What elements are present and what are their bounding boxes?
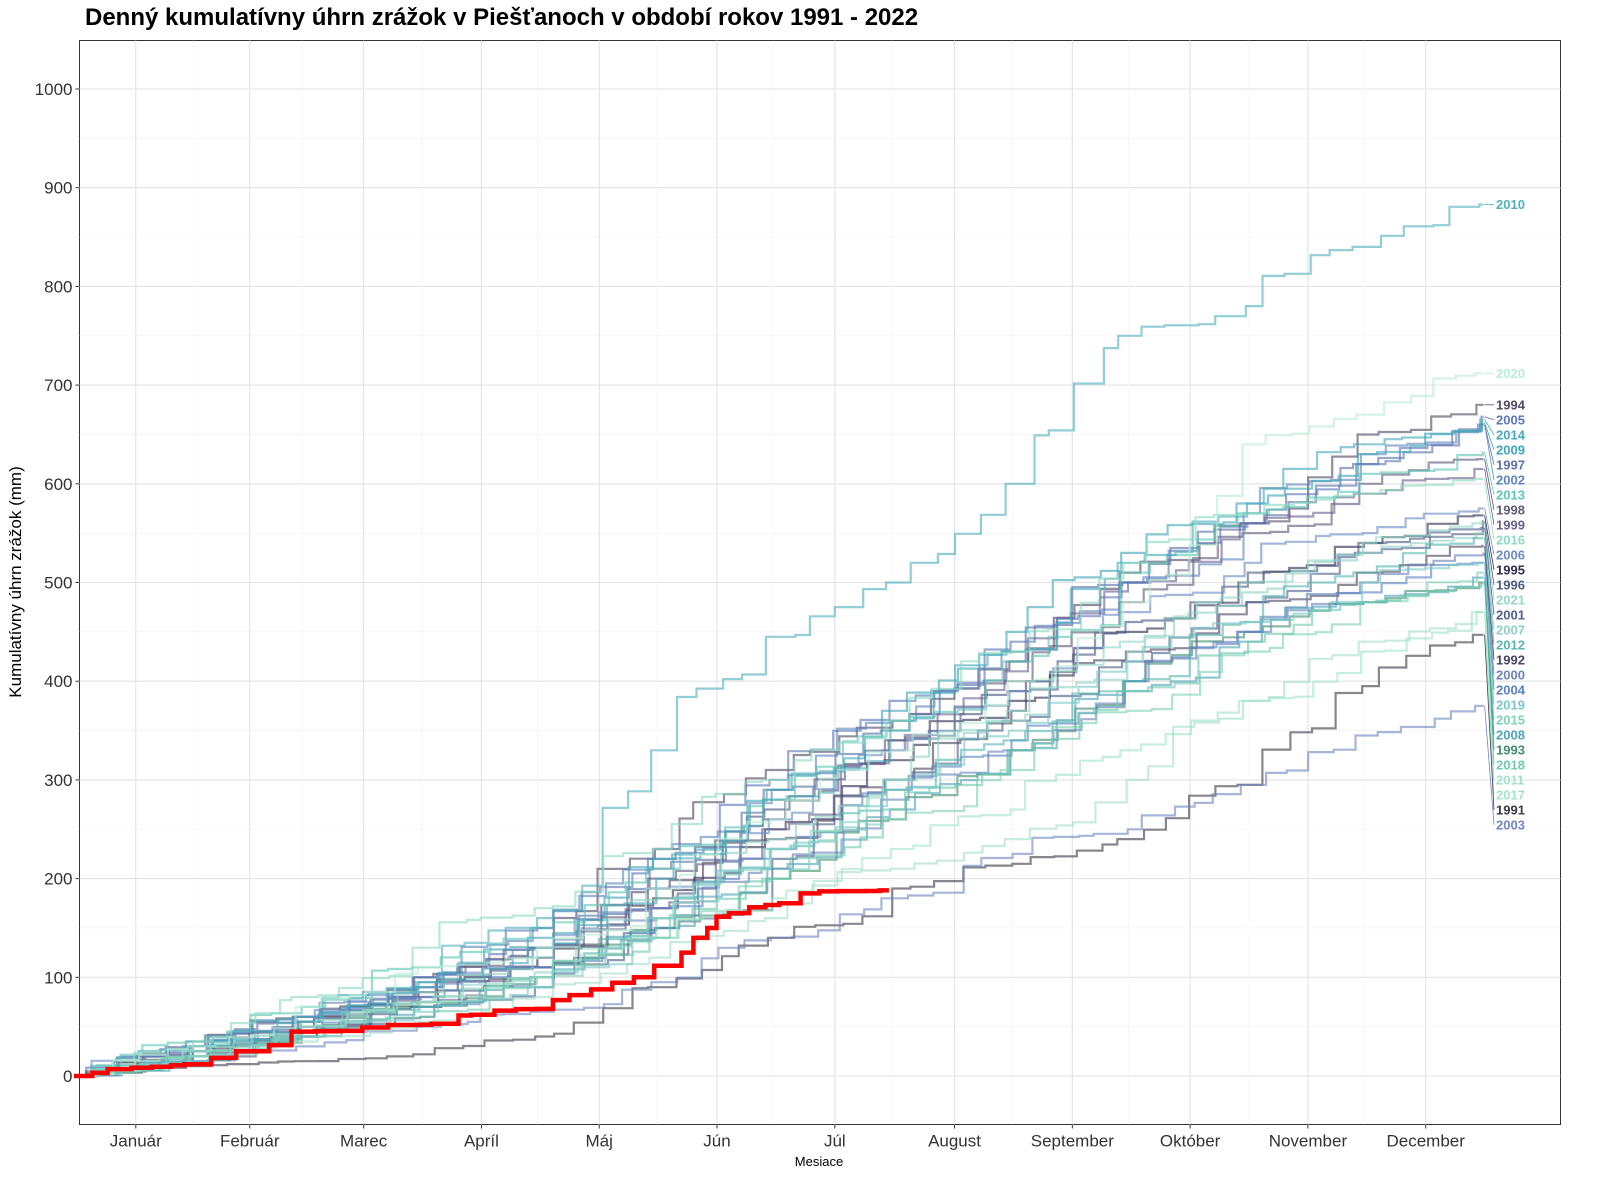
series-line-2016: [74, 477, 1484, 1078]
x-tick-label: September: [1031, 1132, 1114, 1151]
series-label-2013: 2013: [1496, 487, 1525, 502]
y-tick-label: 700: [44, 376, 72, 395]
series-label-2006: 2006: [1496, 547, 1525, 562]
series-label-1991: 1991: [1496, 802, 1525, 817]
series-label-leader: [1484, 508, 1495, 555]
series-label-leader: [1484, 612, 1495, 795]
x-tick-label: Marec: [340, 1132, 388, 1151]
y-tick-label: 500: [44, 574, 72, 593]
series-label-2002: 2002: [1496, 472, 1525, 487]
x-tick-label: Júl: [824, 1132, 846, 1151]
y-tick-label: 400: [44, 672, 72, 691]
series-label-1994: 1994: [1496, 397, 1526, 412]
series-label-leader: [1484, 521, 1495, 585]
x-tick-label: Február: [220, 1132, 280, 1151]
y-tick-label: 800: [44, 277, 72, 296]
y-tick-label: 900: [44, 179, 72, 198]
series-label-leader: [1484, 545, 1495, 660]
y-axis: 0 100 200 300 400 500 600 700 800 900 1000: [35, 80, 80, 1086]
series-label-1992: 1992: [1496, 652, 1525, 667]
series-line-2022: [74, 888, 889, 1079]
series-label-leader: [1484, 468, 1495, 525]
x-tick-label: Október: [1160, 1132, 1221, 1151]
y-tick-label: 0: [63, 1067, 72, 1086]
series-label-2015: 2015: [1496, 712, 1525, 727]
x-tick-label: December: [1386, 1132, 1465, 1151]
series-label-1995: 1995: [1496, 562, 1525, 577]
series-label-2009: 2009: [1496, 442, 1525, 457]
series-label-2007: 2007: [1496, 622, 1525, 637]
series-label-2010: 2010: [1496, 197, 1525, 212]
series-line-2014: [74, 418, 1484, 1078]
series-label-leader: [1484, 584, 1495, 765]
x-tick-label: Máj: [586, 1132, 613, 1151]
x-tick-label: November: [1269, 1132, 1348, 1151]
x-axis-label: Mesiace: [795, 1154, 843, 1169]
series-labels: 2010 2020 19942005201420091997200220131998…: [1484, 197, 1526, 832]
series-label-1993: 1993: [1496, 742, 1525, 757]
series-line-2020: [74, 372, 1484, 1078]
series-label-leader: [1484, 452, 1495, 495]
series-line-2010: [74, 203, 1484, 1078]
series-label-leader: [1484, 562, 1495, 705]
series-label-2003: 2003: [1496, 817, 1525, 832]
x-axis: Január Február Marec Apríl Máj Jún Júl August Se…: [110, 1124, 1465, 1151]
series-label-1997: 1997: [1496, 457, 1525, 472]
series-label-2001: 2001: [1496, 607, 1525, 622]
series-label-leader: [1484, 515, 1495, 570]
y-tick-label: 1000: [35, 80, 73, 99]
series-label-2011: 2011: [1496, 772, 1524, 787]
y-tick-label: 300: [44, 771, 72, 790]
series-line-2017: [74, 611, 1484, 1078]
series-label-leader: [1484, 533, 1495, 630]
series-label-2016: 2016: [1496, 532, 1525, 547]
series-label-2021: 2021: [1496, 592, 1525, 607]
series-label-1996: 1996: [1496, 577, 1525, 592]
series-label-2005: 2005: [1496, 412, 1525, 427]
x-tick-label: Január: [110, 1132, 162, 1151]
series-label-leader: [1484, 523, 1495, 600]
series-label-leader: [1484, 538, 1495, 645]
series-label-leader: [1484, 459, 1495, 510]
x-tick-label: August: [928, 1132, 981, 1151]
y-tick-label: 200: [44, 870, 72, 889]
series-label-leader: [1484, 419, 1495, 436]
series-label-leader: [1484, 422, 1495, 450]
series-label-2019: 2019: [1496, 697, 1525, 712]
series-label-2004: 2004: [1496, 682, 1526, 697]
series-label-leader: [1484, 424, 1495, 480]
series-label-2017: 2017: [1496, 787, 1525, 802]
series-label-2008: 2008: [1496, 727, 1525, 742]
series-label-1999: 1999: [1496, 517, 1525, 532]
series-label-2000: 2000: [1496, 667, 1525, 682]
series-label-leader: [1484, 528, 1495, 615]
series-label-leader: [1484, 634, 1495, 810]
series-label-leader: [1484, 552, 1495, 675]
series-label-2020: 2020: [1496, 366, 1525, 381]
series-line-2003: [74, 704, 1484, 1078]
series-label-2014: 2014: [1496, 427, 1526, 442]
series-label-1998: 1998: [1496, 502, 1525, 517]
y-tick-label: 600: [44, 475, 72, 494]
series-label-leader: [1484, 416, 1495, 421]
y-tick-label: 100: [44, 968, 72, 987]
y-axis-label: Kumulatívny úhrn zrážok (mm): [6, 466, 25, 697]
series-label-leader: [1484, 705, 1495, 825]
series-label-leader: [1484, 424, 1495, 465]
chart-title: Denný kumulatívny úhrn zrážok v Piešťano…: [85, 4, 918, 31]
series-label-2012: 2012: [1496, 637, 1525, 652]
series-label-leader: [1484, 478, 1495, 540]
x-tick-label: Jún: [703, 1132, 730, 1151]
series-lines: [74, 203, 1485, 1079]
x-tick-label: Apríl: [464, 1132, 499, 1151]
series-label-2018: 2018: [1496, 757, 1525, 772]
